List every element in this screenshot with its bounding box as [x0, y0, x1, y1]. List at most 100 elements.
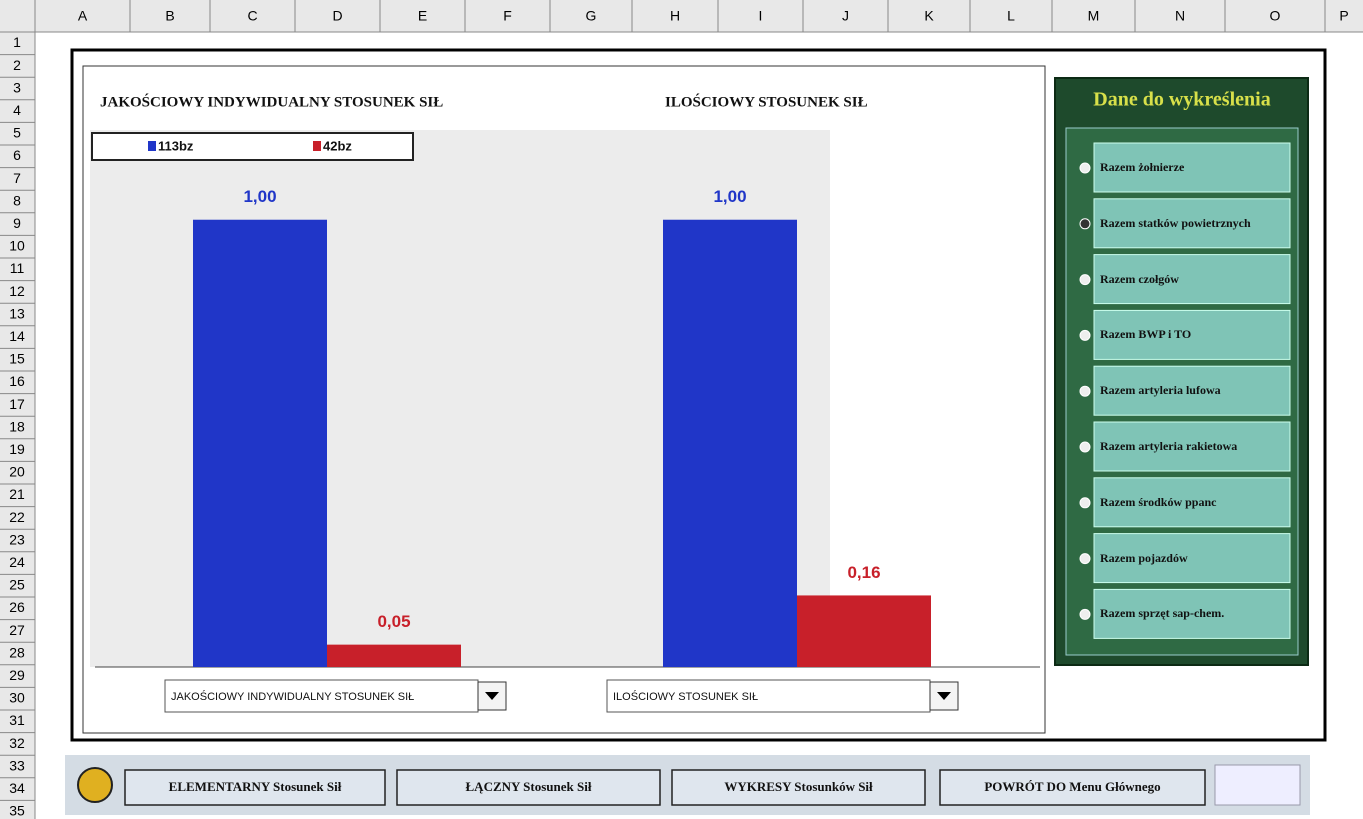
row-header: 32 [9, 735, 25, 751]
option-box[interactable] [1093, 142, 1291, 193]
row-header: 4 [13, 102, 21, 118]
radio[interactable] [1079, 553, 1091, 565]
option-label-box: Razem czołgów [1100, 271, 1179, 286]
legend-swatch [148, 141, 156, 151]
row-header: 12 [9, 283, 25, 299]
row-header: 1 [13, 34, 21, 50]
row-header: 2 [13, 57, 21, 73]
chart-title: JAKOŚCIOWY INDYWIDUALNY STOSUNEK SIŁ [100, 93, 443, 110]
row-header: 28 [9, 644, 25, 660]
option-label[interactable]: Razem czołgów [1100, 271, 1179, 286]
option-box[interactable] [1093, 477, 1291, 528]
logo [77, 767, 113, 803]
bar [193, 219, 327, 667]
dropdown-arrow [485, 692, 499, 700]
option-label[interactable]: Razem środków ppanc [1100, 494, 1217, 509]
radio[interactable] [1079, 329, 1091, 341]
option-label-box: Razem żołnierze [1100, 160, 1185, 174]
row-header: 10 [9, 238, 25, 254]
toolbar-button[interactable] [671, 769, 926, 806]
radio[interactable] [1079, 162, 1091, 174]
frame [70, 48, 1327, 742]
row-header: 11 [10, 260, 25, 276]
option-box[interactable] [1093, 588, 1291, 639]
column-header: J [842, 8, 849, 24]
radio[interactable] [1079, 274, 1091, 286]
row-header: 22 [9, 509, 25, 525]
row-header: 21 [9, 486, 25, 502]
row-header: 35 [9, 803, 25, 819]
radio[interactable] [1079, 608, 1091, 620]
toolbar-button[interactable] [939, 769, 1206, 806]
radio[interactable] [1079, 497, 1091, 509]
row-header: 33 [9, 757, 25, 773]
option-label-box: Razem artyleria lufowa [1100, 383, 1221, 398]
option-label[interactable]: Razem pojazdów [1100, 550, 1188, 565]
option-box[interactable] [1093, 421, 1291, 472]
column-header: E [418, 8, 427, 24]
button-label: ELEMENTARNY Stosunek Sił [169, 779, 342, 794]
row-header: 16 [9, 373, 25, 389]
option-label-box: Razem artyleria rakietowa [1100, 439, 1238, 453]
column-header: P [1339, 8, 1348, 24]
toolbar-button[interactable] [396, 769, 661, 806]
option-label[interactable]: Razem statków powietrznych [1100, 215, 1251, 230]
dropdown[interactable] [606, 679, 931, 713]
option-label[interactable]: Razem artyleria lufowa [1100, 383, 1221, 398]
option-box[interactable] [1093, 309, 1291, 360]
bar [797, 595, 931, 667]
column-header: C [247, 8, 257, 24]
column-header: A [78, 8, 88, 24]
option-label-box: Razem sprzęt sap-chem. [1100, 606, 1225, 621]
row-header: 27 [9, 622, 25, 638]
value-label: 0,05 [377, 612, 410, 631]
option-box[interactable] [1093, 198, 1291, 249]
option-box[interactable] [1093, 365, 1291, 416]
row-header: 7 [13, 170, 21, 186]
column-header: G [586, 8, 597, 24]
row-header: 20 [9, 464, 25, 480]
row-header: 26 [9, 599, 25, 615]
toolbar-button[interactable] [124, 769, 386, 806]
row-header: 6 [13, 147, 21, 163]
button-label: ŁĄCZNY Stosunek Sił [466, 779, 592, 794]
option-label[interactable]: Razem żołnierze [1100, 160, 1185, 174]
legend-label: 42bz [323, 138, 352, 153]
bar [327, 644, 461, 667]
row-header-bar [0, 0, 35, 819]
column-header: I [759, 8, 763, 24]
chart-title: ILOŚCIOWY STOSUNEK SIŁ [665, 93, 868, 110]
column-header: L [1007, 8, 1015, 24]
radio[interactable] [1079, 218, 1091, 230]
row-header: 24 [9, 554, 25, 570]
row-header: 30 [9, 690, 25, 706]
column-header-bar [0, 0, 1363, 32]
option-box[interactable] [1093, 254, 1291, 305]
radio[interactable] [1079, 385, 1091, 397]
panel-title: Dane do wykreślenia [1093, 89, 1270, 111]
dropdown-arrow [937, 692, 951, 700]
dropdown-text: JAKOŚCIOWY INDYWIDUALNY STOSUNEK SIŁ [171, 690, 414, 703]
radio[interactable] [1079, 441, 1091, 453]
option-label[interactable]: Razem sprzęt sap-chem. [1100, 606, 1225, 621]
row-header: 8 [13, 192, 21, 208]
column-header: N [1175, 8, 1185, 24]
button-label: WYKRESY Stosunków Sił [724, 779, 873, 794]
legend-swatch [313, 141, 321, 151]
option-box[interactable] [1093, 533, 1291, 584]
column-header: F [503, 8, 512, 24]
value-label: 1,00 [713, 187, 746, 206]
row-header: 19 [9, 441, 25, 457]
dropdown[interactable] [164, 679, 479, 713]
row-header: 5 [13, 125, 21, 141]
row-header: 13 [9, 305, 25, 321]
column-header: O [1270, 8, 1281, 24]
row-header: 9 [13, 215, 21, 231]
row-header: 3 [13, 79, 21, 95]
option-label[interactable]: Razem BWP i TO [1100, 327, 1192, 342]
option-label[interactable]: Razem artyleria rakietowa [1100, 439, 1238, 453]
option-label-box: Razem BWP i TO [1100, 327, 1192, 342]
button-label: POWRÓT DO Menu Głównego [984, 779, 1160, 794]
option-label-box: Razem pojazdów [1100, 550, 1188, 565]
option-label-box: Razem statków powietrznych [1100, 215, 1251, 230]
